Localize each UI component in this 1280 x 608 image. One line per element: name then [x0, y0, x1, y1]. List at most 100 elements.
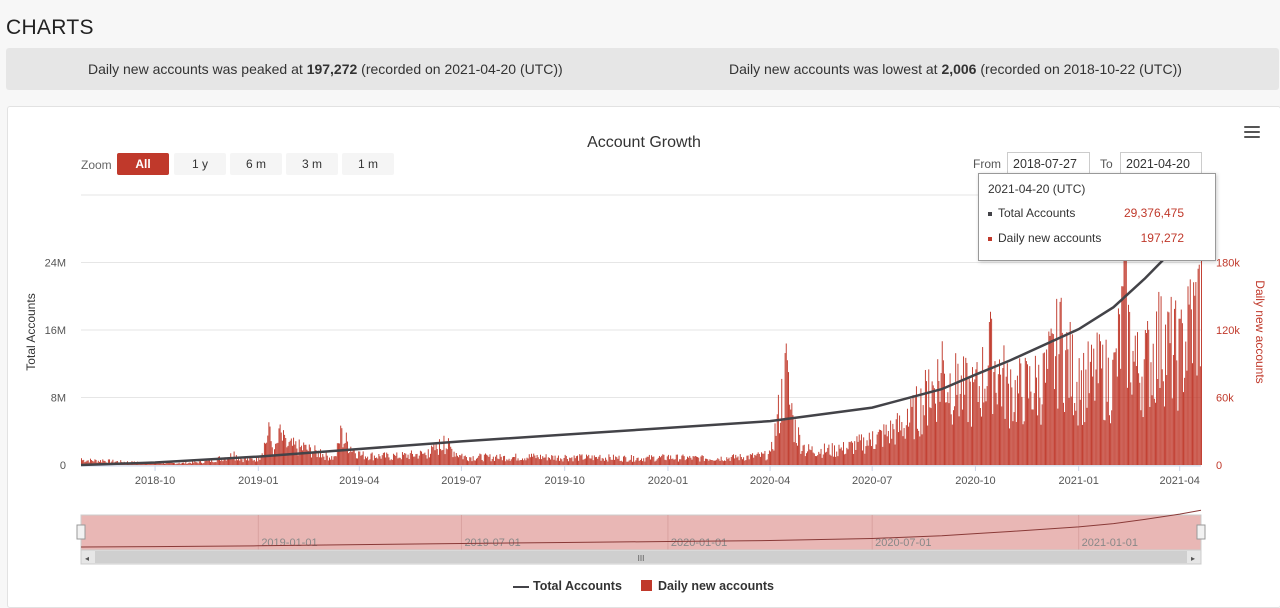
daily-bar	[511, 457, 513, 465]
daily-bar	[933, 388, 935, 465]
from-date-input[interactable]: 2018-07-27	[1007, 152, 1090, 174]
daily-bar	[1018, 393, 1020, 465]
daily-bar	[840, 447, 842, 465]
zoom-3m-button[interactable]: 3 m	[286, 153, 338, 175]
daily-bar	[958, 416, 960, 465]
daily-bar	[858, 434, 860, 465]
daily-bar	[1195, 282, 1197, 465]
scroll-right-arrow-icon: ▸	[1191, 554, 1195, 563]
daily-bar	[618, 455, 620, 465]
daily-bar	[517, 458, 519, 465]
daily-bar	[768, 450, 770, 465]
daily-bar	[882, 446, 884, 465]
daily-bar	[1052, 334, 1054, 465]
daily-bar	[838, 444, 840, 465]
daily-bar	[830, 455, 832, 465]
daily-bar	[270, 441, 272, 465]
daily-bar	[1048, 331, 1050, 465]
daily-bar	[1185, 341, 1187, 465]
daily-bar	[518, 460, 520, 465]
daily-bar	[305, 444, 307, 465]
daily-bar	[1104, 420, 1106, 465]
daily-bar	[489, 454, 491, 465]
daily-bar	[692, 456, 694, 465]
legend-item-total[interactable]: Total Accounts	[513, 579, 622, 593]
daily-bar	[750, 454, 752, 465]
daily-bar	[1066, 332, 1068, 465]
daily-bar	[478, 455, 480, 465]
daily-bar	[487, 455, 489, 465]
daily-bar	[506, 459, 508, 465]
daily-bar	[1032, 409, 1034, 465]
daily-bar	[923, 415, 925, 465]
daily-bar	[734, 458, 736, 465]
daily-bar	[1096, 332, 1098, 465]
hamburger-menu-icon[interactable]	[1244, 126, 1260, 139]
daily-bar	[897, 432, 899, 465]
y-right-tick: 120k	[1216, 325, 1240, 337]
daily-bar	[721, 460, 723, 465]
daily-bar	[864, 453, 866, 465]
daily-bar	[199, 460, 201, 465]
daily-bar	[1194, 295, 1196, 465]
daily-bar	[802, 445, 804, 465]
daily-bar	[452, 457, 454, 465]
tooltip-daily-label: Daily new accounts	[998, 231, 1102, 245]
daily-bar	[468, 461, 470, 465]
daily-bar	[93, 461, 95, 465]
y-left-tick: 16M	[45, 325, 66, 337]
daily-bar	[112, 459, 114, 465]
daily-bar	[403, 454, 405, 465]
daily-bar	[776, 414, 778, 465]
daily-bar	[873, 448, 875, 465]
daily-bar	[844, 454, 846, 465]
daily-bar	[1139, 382, 1141, 465]
tooltip-daily-row: Daily new accounts 197,272	[988, 231, 1204, 245]
daily-bar	[856, 436, 858, 465]
daily-bar	[1068, 397, 1070, 465]
daily-bar	[715, 460, 717, 465]
zoom-all-button[interactable]: All	[117, 153, 169, 175]
zoom-1m-button[interactable]: 1 m	[342, 153, 394, 175]
daily-bar	[586, 454, 587, 465]
daily-bar	[229, 458, 231, 465]
daily-bar	[379, 456, 381, 465]
daily-bar	[481, 459, 483, 465]
daily-bar	[382, 452, 384, 465]
legend-item-daily[interactable]: Daily new accounts	[641, 579, 774, 593]
daily-bar	[81, 458, 82, 465]
daily-bar	[344, 442, 346, 465]
daily-bar	[1108, 415, 1110, 465]
daily-bar	[995, 392, 997, 465]
daily-bar	[323, 456, 325, 465]
to-date-input[interactable]: 2021-04-20	[1120, 152, 1202, 174]
daily-bar	[542, 456, 544, 465]
account-growth-chart[interactable]: Account Growth 0 8M 16M 24M 0 60k 120k 180k Total…	[8, 107, 1280, 604]
daily-bar	[306, 449, 308, 465]
daily-bar	[434, 450, 436, 465]
daily-bar	[886, 436, 888, 465]
daily-bar	[241, 459, 243, 465]
daily-bar	[711, 460, 713, 465]
daily-bar	[826, 451, 828, 465]
daily-bar	[143, 463, 145, 465]
daily-bar	[258, 456, 260, 465]
daily-bar	[758, 453, 760, 465]
daily-bar	[1180, 309, 1182, 465]
daily-bar	[988, 322, 990, 465]
daily-bar	[462, 459, 464, 465]
daily-bar	[406, 457, 408, 465]
zoom-6m-button[interactable]: 6 m	[230, 153, 282, 175]
daily-bar	[1073, 415, 1075, 465]
daily-bar	[843, 442, 844, 465]
daily-bar	[841, 450, 843, 465]
daily-bar	[582, 459, 584, 465]
daily-bar	[242, 462, 244, 465]
daily-bar	[920, 388, 922, 465]
daily-bar	[917, 428, 919, 465]
daily-bar	[967, 422, 969, 465]
daily-bar	[1031, 409, 1033, 465]
daily-bar	[563, 458, 565, 465]
daily-bar	[616, 457, 618, 465]
zoom-1y-button[interactable]: 1 y	[174, 153, 226, 175]
